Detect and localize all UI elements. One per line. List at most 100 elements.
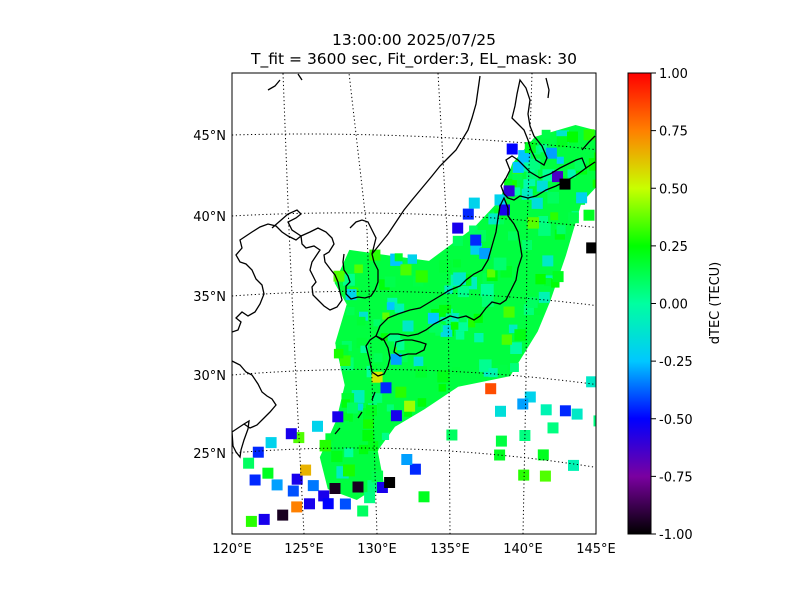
dtec-texture-patch	[413, 356, 424, 367]
chart-subtitle: T_fit = 3600 sec, Fit_order:3, EL_mask: …	[251, 50, 577, 68]
dtec-texture-patch	[440, 325, 453, 337]
dtec-texture-patch	[356, 403, 364, 411]
dtec-cell	[574, 159, 586, 171]
dtec-texture-patch	[535, 274, 546, 285]
dtec-texture-patch	[592, 179, 596, 188]
dtec-texture-patch	[351, 390, 365, 403]
dtec-cell	[539, 470, 551, 482]
dtec-texture-patch	[397, 352, 408, 363]
dtec-cell	[494, 449, 506, 461]
coastline-taiwan	[232, 419, 250, 459]
dtec-cell	[552, 271, 564, 283]
dtec-texture-patch	[367, 480, 380, 493]
coastline-sakhalin	[511, 77, 550, 166]
dtec-texture-patch	[373, 353, 383, 363]
dtec-texture-patch	[354, 264, 363, 274]
dtec-texture-patch	[370, 364, 378, 373]
dtec-texture-patch	[474, 333, 484, 343]
dtec-texture-patch	[457, 285, 469, 298]
dtec-cell	[371, 371, 383, 383]
dtec-cell	[383, 341, 395, 353]
dtec-texture-patch	[445, 313, 457, 325]
dtec-cell	[380, 382, 392, 394]
dtec-cell	[446, 429, 458, 441]
colorbar-tick-label: 0.25	[659, 240, 688, 255]
dtec-cell	[506, 143, 518, 155]
dtec-texture-patch	[523, 179, 536, 191]
dtec-cell	[332, 411, 344, 423]
dtec-cell	[285, 428, 297, 440]
dtec-cell	[518, 469, 530, 481]
dtec-texture-patch	[556, 156, 564, 164]
dtec-cell	[517, 398, 529, 410]
dtec-cell	[524, 391, 536, 403]
dtec-cell	[503, 185, 515, 197]
dtec-cell	[462, 208, 474, 220]
colorbar-tick-label: -0.75	[659, 470, 693, 485]
dtec-cell	[366, 404, 377, 416]
dtec-cell	[568, 459, 579, 471]
coastline-kyushu	[365, 335, 391, 377]
parallel-line	[232, 368, 596, 385]
dtec-cell	[452, 222, 464, 234]
dtec-cell	[390, 410, 402, 422]
chart-title: 13:00:00 2025/07/25	[332, 31, 496, 49]
dtec-cell	[595, 184, 596, 196]
meridian-line	[522, 73, 533, 534]
dtec-texture-patch	[358, 444, 369, 455]
dtec-cell	[271, 479, 283, 491]
dtec-cell	[376, 482, 388, 493]
coastline-honshu	[375, 196, 523, 341]
dtec-cell	[339, 498, 351, 510]
dtec-texture-patch	[404, 408, 412, 417]
dtec-cell	[567, 131, 578, 143]
dtec-texture-patch	[381, 432, 390, 440]
latitude-tick-label: 35°N	[193, 290, 226, 305]
dtec-texture-patch	[452, 235, 463, 246]
dtec-texture-patch	[538, 216, 548, 226]
dtec-cell	[333, 270, 345, 282]
dtec-cell	[536, 180, 548, 192]
colorbar-tick-label: 0.00	[659, 298, 688, 313]
dtec-texture-patch	[341, 399, 350, 408]
dtec-cell	[495, 405, 506, 417]
colorbar-label: dTEC (TECU)	[708, 262, 723, 345]
longitude-tick-label: 125°E	[284, 542, 324, 557]
dtec-cell	[519, 430, 531, 441]
coastline-korea	[300, 219, 379, 311]
dtec-cell	[395, 386, 407, 398]
dtec-texture-patch	[438, 384, 447, 392]
dtec-texture-patch	[501, 334, 512, 345]
parallel-line	[232, 133, 596, 151]
dtec-texture-patch	[384, 276, 396, 288]
dtec-cell	[364, 492, 376, 504]
dtec-texture-patch	[346, 307, 355, 316]
dtec-cell	[300, 464, 312, 476]
dtec-cell	[357, 505, 369, 517]
dtec-cell	[499, 204, 510, 216]
dtec-texture-patch	[568, 212, 579, 224]
dtec-cell	[427, 312, 439, 324]
dtec-texture-patch	[512, 170, 523, 181]
dtec-texture-patch	[479, 359, 492, 372]
dtec-cell	[307, 480, 319, 492]
dtec-texture-patch	[340, 355, 351, 366]
dtec-texture-patch	[569, 138, 578, 147]
dtec-texture-patch	[514, 329, 526, 341]
dtec-texture-patch	[567, 169, 576, 178]
dtec-cell	[258, 513, 270, 525]
dtec-texture-patch	[450, 322, 459, 330]
dtec-texture-patch	[417, 398, 427, 407]
dtec-texture-patch	[508, 231, 517, 241]
dtec-texture-patch	[533, 304, 545, 316]
dtec-texture-patch	[512, 187, 521, 196]
dtec-texture-patch	[407, 254, 417, 264]
dtec-cell	[291, 501, 303, 513]
parallel-line	[232, 212, 596, 229]
latitude-tick-label: 40°N	[193, 210, 226, 225]
dtec-texture-patch	[452, 367, 461, 376]
parallel-line	[232, 290, 596, 307]
dtec-cell	[409, 463, 421, 475]
colorbar-ticks: 1.00 0.75 0.50 0.25 0.00 -0.25 -0.50 -0.75 -1.00	[651, 67, 693, 543]
dtec-texture-patch	[372, 393, 383, 403]
